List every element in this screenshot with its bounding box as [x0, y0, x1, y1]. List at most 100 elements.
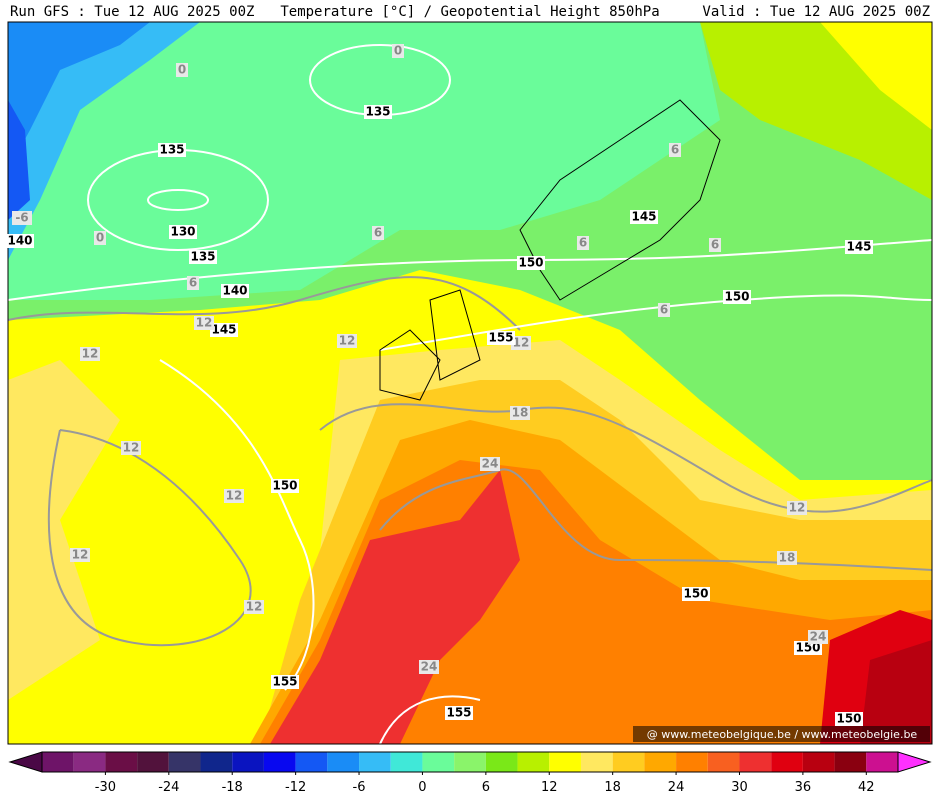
label-bg: [787, 501, 807, 515]
colorbar-tick-label: -24: [158, 780, 179, 795]
height-label: 150: [518, 256, 543, 270]
label-bg: [669, 143, 681, 157]
label-bg: [723, 290, 751, 304]
label-bg: [794, 641, 822, 655]
label-bg: [121, 441, 141, 455]
colorbar-box: [707, 752, 740, 772]
colorbar-box: [676, 752, 708, 772]
label-bg: [244, 600, 264, 614]
colorbar-box: [549, 752, 581, 772]
isotherm: [47, 429, 252, 647]
field-coldest: [8, 100, 30, 220]
height-label: 130: [170, 225, 195, 239]
colorbar-box: [263, 752, 296, 772]
temperature-label: 12: [246, 600, 263, 614]
colorbar-box: [105, 752, 138, 772]
isohypse: [379, 294, 933, 351]
colorbar-tick-label: 12: [541, 780, 558, 795]
watermark-box: [633, 726, 930, 742]
label-bg: [845, 240, 873, 254]
colorbar-box: [232, 752, 264, 772]
label-bg: [187, 276, 199, 290]
label-bg: [189, 250, 217, 264]
temperature-label: 6: [374, 226, 382, 240]
label-bg: [577, 236, 589, 250]
label-bg: [419, 660, 439, 674]
label-bg: [510, 406, 530, 420]
colorbar-box: [612, 752, 645, 772]
colorbar-tick-label: 24: [668, 780, 685, 795]
colorbar-box: [168, 752, 201, 772]
label-bg: [487, 331, 515, 345]
colorbar-box: [42, 752, 74, 772]
isotherm: [379, 468, 933, 571]
temperature-label: 6: [711, 238, 719, 252]
colorbar-box: [517, 752, 550, 772]
colorbar-box: [485, 752, 518, 772]
temperature-label: 24: [482, 457, 499, 471]
colorbar-box: [644, 752, 677, 772]
height-label: 150: [683, 587, 708, 601]
temperature-label: 6: [579, 236, 587, 250]
label-bg: [337, 334, 357, 348]
colorbar-tick-label: 0: [418, 780, 426, 795]
colorbar-box: [834, 752, 867, 772]
label-bg: [517, 256, 545, 270]
label-bg: [392, 44, 404, 58]
colorbar-tick-label: 6: [482, 780, 490, 795]
header-right: Valid : Tue 12 AUG 2025 00Z: [702, 4, 930, 20]
map-frame: [7, 21, 933, 745]
temperature-label: 12: [123, 441, 140, 455]
temperature-label: 6: [671, 143, 679, 157]
colorbar-tick-label: 42: [858, 780, 875, 795]
coastlines: [379, 99, 721, 401]
label-bg: [480, 457, 500, 471]
colorbar-box: [866, 752, 898, 772]
height-label: 150: [836, 712, 861, 726]
height-label: 155: [488, 331, 513, 345]
temperature-label: 18: [779, 551, 796, 565]
height-label: 140: [7, 234, 32, 248]
colorbar-tick-label: -30: [95, 780, 116, 795]
colorbar-box: [390, 752, 423, 772]
label-bg: [194, 316, 214, 330]
label-bg: [169, 225, 197, 239]
height-label: 135: [159, 143, 184, 157]
temperature-label: 12: [196, 316, 213, 330]
label-bg: [777, 551, 797, 565]
watermark: @ www.meteobelgique.be / www.meteobelgie…: [647, 728, 918, 741]
label-bg: [364, 105, 392, 119]
temperature-label: 12: [72, 548, 89, 562]
label-bg: [224, 489, 244, 503]
label-bg: [176, 63, 188, 77]
temperature-label: 12: [339, 334, 356, 348]
colorbar-box: [359, 752, 391, 772]
temperature-label: 12: [789, 501, 806, 515]
height-label: 150: [724, 290, 749, 304]
height-label: 145: [211, 323, 236, 337]
colorbar-box: [422, 752, 455, 772]
isotherm: [7, 276, 521, 331]
header-left: Run GFS : Tue 12 AUG 2025 00Z: [10, 4, 254, 20]
temperature-label: 12: [513, 336, 530, 350]
label-bg: [630, 210, 658, 224]
colorbar-box: [771, 752, 803, 772]
label-bg: [221, 284, 249, 298]
temperature-contours: [7, 276, 933, 647]
height-label: 145: [631, 210, 656, 224]
isotherm: [319, 403, 933, 513]
temperature-label: 24: [421, 660, 438, 674]
label-bg: [271, 479, 299, 493]
height-label: 155: [272, 675, 297, 689]
colorbar-box: [454, 752, 486, 772]
height-label: 150: [272, 479, 297, 493]
temperature-label: 18: [512, 406, 529, 420]
temperature-label: 12: [226, 489, 243, 503]
field-cold: [8, 22, 200, 260]
isohypse: [379, 695, 481, 745]
colorbar-tick-label: 18: [604, 780, 621, 795]
temperature-label: 6: [660, 303, 668, 317]
label-bg: [808, 630, 828, 644]
